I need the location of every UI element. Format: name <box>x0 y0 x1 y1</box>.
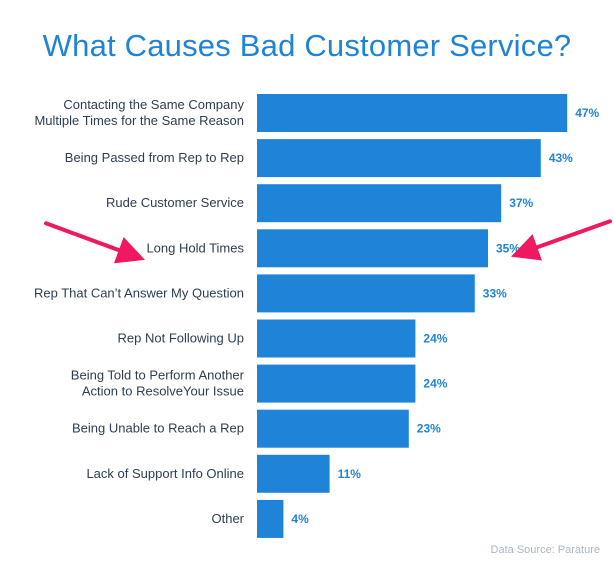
highlight-arrows <box>44 219 612 264</box>
category-label: Other <box>211 511 244 526</box>
chart-title: What Causes Bad Customer Service? <box>42 28 572 63</box>
bar <box>257 184 502 223</box>
value-labels: 47% 43% 37% 35% 33% 24% 24% 23% 11% 4% <box>291 106 599 526</box>
highlight-arrow-right <box>510 219 612 261</box>
value-label: 43% <box>549 151 573 165</box>
bar <box>257 499 284 538</box>
category-label: Lack of Support Info Online <box>86 466 244 481</box>
value-label: 33% <box>483 286 507 300</box>
category-label: Being Passed from Rep to Rep <box>65 150 244 165</box>
bar <box>257 364 416 403</box>
bar <box>257 319 416 358</box>
value-label: 23% <box>417 422 441 436</box>
bar <box>257 139 541 178</box>
category-label: Rep That Can’t Answer My Question <box>34 285 244 300</box>
bar <box>257 94 568 132</box>
value-label: 35% <box>496 241 520 255</box>
category-label: Action to ResolveYour Issue <box>82 384 244 399</box>
value-label: 11% <box>338 467 362 481</box>
highlight-arrow-left <box>44 221 146 264</box>
value-label: 37% <box>509 196 533 210</box>
bar <box>257 274 475 313</box>
value-label: 4% <box>291 512 309 526</box>
category-label: Rep Not Following Up <box>118 331 244 346</box>
category-label: Long Hold Times <box>146 240 244 255</box>
value-label: 24% <box>423 332 447 346</box>
category-label: Rude Customer Service <box>106 195 244 210</box>
bar <box>257 409 409 448</box>
data-source-note: Data Source: Parature <box>490 544 600 556</box>
value-label: 47% <box>575 106 599 120</box>
category-label: Multiple Times for the Same Reason <box>34 113 244 128</box>
bar <box>257 454 330 493</box>
bars-group <box>257 94 568 538</box>
category-label: Contacting the Same Company <box>63 97 244 112</box>
value-label: 24% <box>423 377 447 391</box>
bar <box>257 229 488 268</box>
category-label: Being Unable to Reach a Rep <box>72 421 244 436</box>
category-label: Being Told to Perform Another <box>71 368 245 383</box>
